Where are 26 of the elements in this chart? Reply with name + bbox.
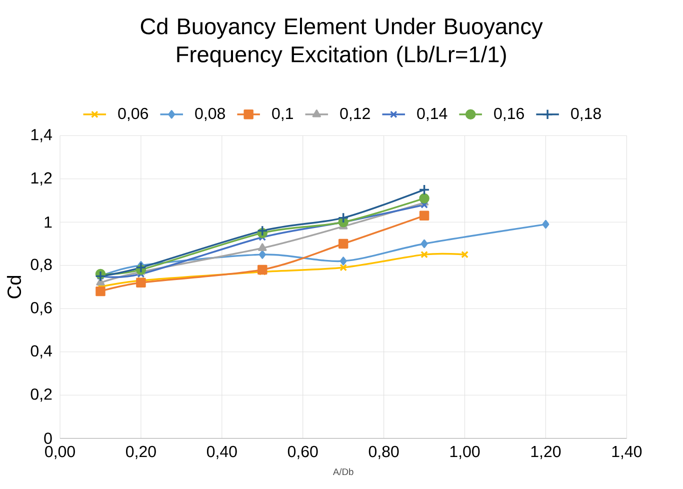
x-axis-title: A/Db: [332, 468, 354, 476]
legend-label: 0,06: [118, 108, 148, 122]
y-tick-label: 0,6: [30, 302, 52, 316]
x-tick-label: 0,60: [288, 446, 318, 460]
x-tick-label: 1,20: [531, 446, 561, 460]
y-tick-label: 0,4: [30, 345, 52, 358]
legend-label: 0,18: [571, 108, 601, 122]
legend-label: 0,14: [417, 108, 448, 122]
chart-title: Cd Buoyancy Element Under Buoyancy Frequency Excitation (Lb/Lr=1/1): [140, 18, 543, 67]
y-axis-title: Cd: [6, 276, 22, 298]
x-tick-label: 0,40: [206, 446, 237, 460]
y-tick-label: 0,2: [30, 388, 52, 402]
x-tick-label: 1,40: [612, 446, 642, 460]
y-tick-label: 1: [44, 216, 52, 228]
legend-label: 0,08: [195, 108, 225, 122]
legend-label: 0,1: [272, 108, 293, 122]
y-tick-label: 1,4: [31, 129, 52, 142]
x-tick-label: 0,80: [368, 446, 399, 460]
y-tick-label: 1,2: [31, 172, 52, 186]
x-tick-label: 0,20: [126, 446, 156, 460]
y-tick-label: 0,8: [30, 258, 52, 272]
y-tick-label: 0: [44, 432, 52, 444]
x-tick-label: 1,00: [450, 446, 480, 460]
legend-label: 0,16: [494, 108, 524, 122]
legend-label: 0,12: [340, 108, 370, 122]
x-tick-label: 0,00: [45, 446, 75, 460]
